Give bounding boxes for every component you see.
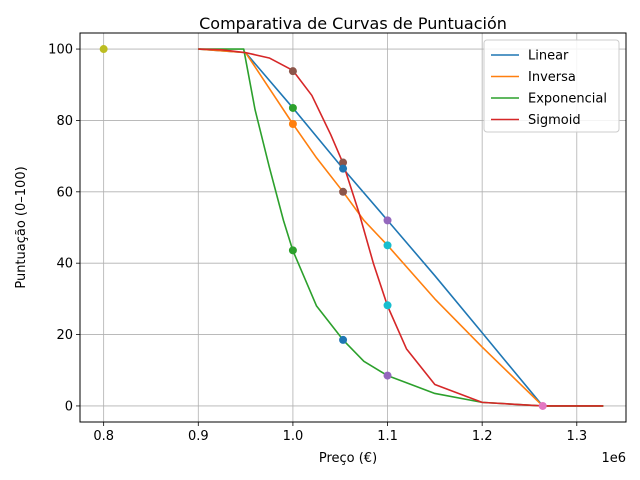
legend-label-linear: Linear	[528, 49, 569, 64]
data-markers	[99, 45, 547, 410]
series-line-sigmoid	[198, 48, 604, 407]
x-axis-offset-label: 1e6	[601, 451, 626, 466]
y-tick-label: 100	[48, 43, 73, 58]
x-tick-label: 0.9	[188, 429, 209, 444]
x-tick-label: 1.1	[377, 429, 398, 444]
legend-label-exponencial: Exponencial	[528, 92, 607, 107]
data-point	[288, 120, 297, 129]
legend-box	[483, 39, 620, 133]
x-axis-label: Preço (€)	[319, 451, 377, 466]
plot-frame	[79, 32, 627, 423]
x-tick-label: 1.2	[472, 429, 493, 444]
y-tick-label: 20	[56, 328, 73, 343]
data-point	[339, 187, 348, 196]
y-axis-label: Puntuação (0–100)	[14, 166, 29, 288]
data-point	[99, 45, 108, 54]
x-tick-label: 1.3	[566, 429, 587, 444]
data-point	[383, 301, 392, 310]
data-point	[538, 401, 547, 410]
data-point	[288, 103, 297, 112]
chart-title: Comparativa de Curvas de Puntuación	[199, 14, 507, 33]
data-point	[383, 216, 392, 225]
data-point	[339, 158, 348, 167]
series-line-inversa	[198, 48, 604, 407]
data-point	[383, 371, 392, 380]
y-axis-ticks: 0 20 40 60 80 100	[48, 43, 80, 414]
legend-label-sigmoid: Sigmoid	[528, 113, 581, 128]
data-point	[339, 335, 348, 344]
legend: Linear Inversa Exponencial Sigmoid	[483, 39, 620, 133]
y-tick-label: 60	[56, 185, 73, 200]
data-point	[339, 164, 348, 173]
x-tick-label: 1.0	[283, 429, 304, 444]
data-point	[383, 241, 392, 250]
x-axis-ticks: 0.8 0.9 1.0 1.1 1.2 1.3	[93, 422, 587, 444]
y-tick-label: 40	[56, 257, 73, 272]
series-line-exponencial	[198, 48, 604, 407]
y-tick-label: 0	[65, 399, 73, 414]
legend-label-inversa: Inversa	[528, 70, 576, 85]
y-tick-label: 80	[56, 114, 73, 129]
data-point	[288, 246, 297, 255]
data-point	[288, 67, 297, 76]
x-tick-label: 0.8	[93, 429, 114, 444]
